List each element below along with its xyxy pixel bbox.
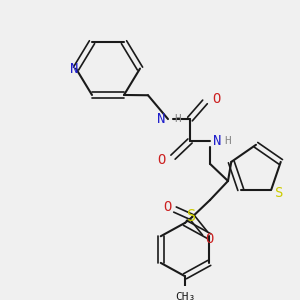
- Text: O: O: [212, 92, 220, 106]
- Text: N: N: [213, 134, 221, 148]
- Text: O: O: [205, 232, 213, 246]
- Text: CH₃: CH₃: [175, 292, 195, 300]
- Text: H: H: [174, 114, 181, 124]
- Text: O: O: [158, 153, 166, 167]
- Text: N: N: [70, 61, 78, 76]
- Text: S: S: [188, 209, 196, 224]
- Text: O: O: [163, 200, 171, 214]
- Text: S: S: [275, 186, 284, 200]
- Text: H: H: [224, 136, 231, 146]
- Text: N: N: [157, 112, 165, 126]
